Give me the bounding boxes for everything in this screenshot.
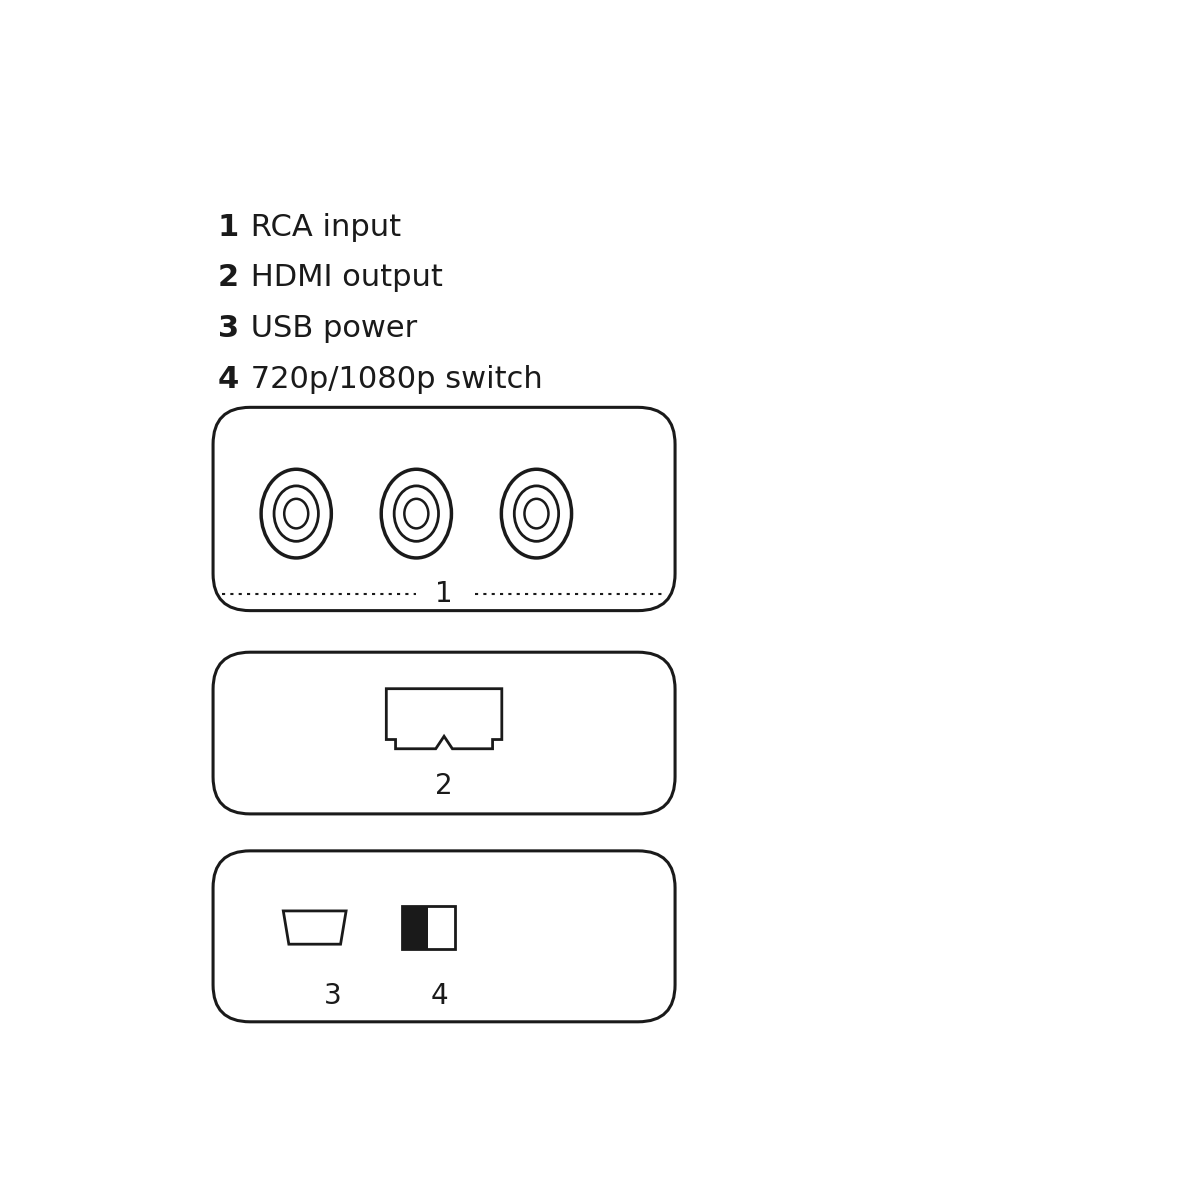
Polygon shape: [386, 689, 502, 749]
Bar: [402, 906, 428, 949]
Ellipse shape: [274, 486, 318, 541]
Ellipse shape: [382, 469, 451, 558]
Text: 4: 4: [431, 982, 449, 1010]
FancyBboxPatch shape: [214, 653, 676, 814]
Bar: [402, 906, 455, 949]
Ellipse shape: [262, 469, 331, 558]
Text: 2: 2: [217, 264, 239, 293]
FancyBboxPatch shape: [214, 407, 676, 611]
Text: 1: 1: [217, 212, 239, 241]
Text: 720p/1080p switch: 720p/1080p switch: [241, 365, 542, 394]
Text: HDMI output: HDMI output: [241, 264, 443, 293]
Ellipse shape: [515, 486, 559, 541]
Ellipse shape: [394, 486, 438, 541]
Text: 3: 3: [217, 314, 239, 343]
Text: 1: 1: [436, 580, 452, 608]
Text: 2: 2: [436, 772, 452, 800]
Text: USB power: USB power: [241, 314, 418, 343]
Ellipse shape: [524, 499, 548, 528]
Ellipse shape: [284, 499, 308, 528]
Ellipse shape: [404, 499, 428, 528]
Bar: [402, 906, 455, 949]
Text: 4: 4: [217, 365, 239, 394]
Ellipse shape: [502, 469, 571, 558]
Polygon shape: [283, 911, 346, 944]
Text: RCA input: RCA input: [241, 212, 401, 241]
Text: 3: 3: [324, 982, 342, 1010]
FancyBboxPatch shape: [214, 851, 676, 1022]
